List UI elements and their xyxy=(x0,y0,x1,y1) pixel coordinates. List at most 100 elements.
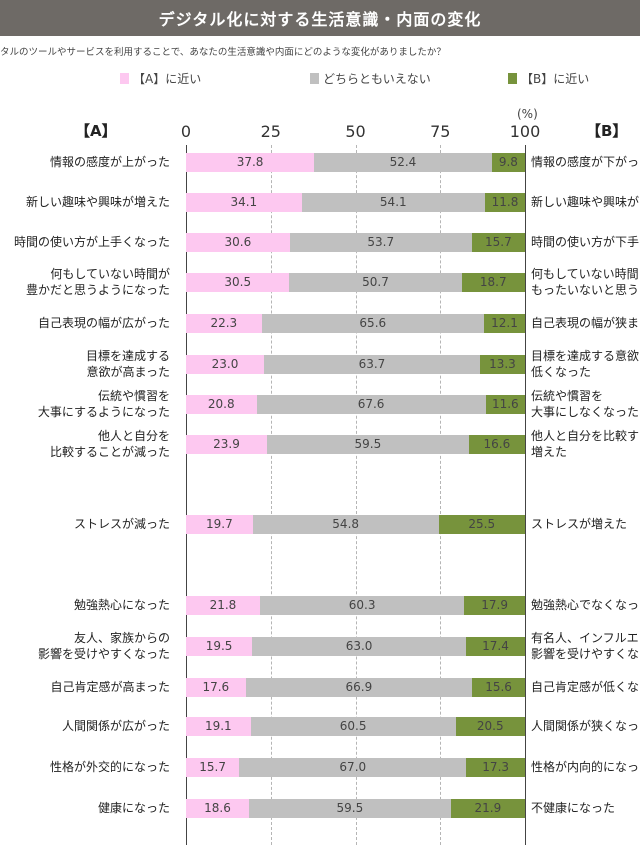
bar-segment-b: 15.6 xyxy=(472,677,525,697)
data-label: 11.6 xyxy=(491,397,519,411)
header-b: 【B】 xyxy=(586,122,628,140)
data-label: 30.5 xyxy=(224,275,252,289)
bar-segment-a: 17.6 xyxy=(186,677,246,697)
legend-swatch-a xyxy=(120,73,129,84)
row-label-a: 何もしていない時間が 豊かだと思うようになった xyxy=(25,267,170,297)
bar-segment-b: 12.1 xyxy=(483,313,525,333)
x-tick-label: 100 xyxy=(509,122,541,141)
data-label: 18.7 xyxy=(479,275,507,289)
row-label-b: 他人と自分を比較す 増えた xyxy=(531,429,640,459)
data-label: 15.7 xyxy=(485,235,512,249)
row-label-b: ストレスが増えた xyxy=(531,517,628,531)
bar-segment-b: 16.6 xyxy=(468,434,525,454)
data-label: 30.6 xyxy=(224,235,252,249)
bar-segment-a: 23.0 xyxy=(186,354,264,374)
bar-segment-a: 19.1 xyxy=(186,716,251,736)
bar-segment-b: 15.7 xyxy=(471,232,525,252)
data-label: 60.5 xyxy=(339,719,367,733)
bar-segment-b: 21.9 xyxy=(450,798,525,818)
row-label-b: 有名人、インフルエ 影響を受けやすくな xyxy=(531,631,640,661)
bar-segment-neutral: 52.4 xyxy=(314,152,492,172)
x-tick-label: 50 xyxy=(345,122,366,141)
data-label: 17.4 xyxy=(482,639,509,653)
bar-segment-neutral: 65.6 xyxy=(261,313,484,333)
bar-segment-b: 17.4 xyxy=(465,636,525,656)
row-label-a: 目標を達成する 意欲が高まった xyxy=(85,349,170,379)
data-label: 63.0 xyxy=(345,639,373,653)
data-label: 16.6 xyxy=(483,437,511,451)
bar-segment-neutral: 67.0 xyxy=(239,757,467,777)
data-label: 9.8 xyxy=(498,155,518,169)
data-label: 18.6 xyxy=(204,801,231,815)
data-label: 21.8 xyxy=(209,598,237,612)
data-label: 23.0 xyxy=(211,357,239,371)
bar-segment-neutral: 54.8 xyxy=(252,514,439,534)
data-label: 19.7 xyxy=(206,517,233,531)
bar-segment-b: 9.8 xyxy=(491,152,525,172)
bar-segment-a: 30.5 xyxy=(186,272,290,292)
legend-label-neutral: どちらともいえない xyxy=(323,72,431,86)
row-label-a: 他人と自分を 比較することが減った xyxy=(49,429,170,459)
row-label-a: 人間関係が広がった xyxy=(61,719,170,733)
data-label: 19.1 xyxy=(204,719,232,733)
bar-segment-a: 15.7 xyxy=(186,757,240,777)
data-label: 54.1 xyxy=(379,195,407,209)
row-label-a: 時間の使い方が上手くなった xyxy=(13,235,170,249)
bar-segment-a: 30.6 xyxy=(186,232,290,252)
gridline xyxy=(355,145,357,845)
row-label-b: 性格が内向的になっ xyxy=(531,760,640,774)
bar-segment-b: 25.5 xyxy=(438,514,525,534)
row-label-b: 新しい趣味や興味が xyxy=(531,195,640,209)
legend-item-neutral: どちらともいえない xyxy=(310,70,431,87)
row-label-a: 勉強熱心になった xyxy=(73,598,170,612)
data-label: 15.7 xyxy=(199,760,226,774)
survey-question: タルのツールやサービスを利用することで、あなたの生活意識や内面にどのような変化が… xyxy=(0,47,446,58)
x-tick-label: 75 xyxy=(430,122,451,141)
data-label: 12.1 xyxy=(491,316,518,330)
data-label: 53.7 xyxy=(367,235,395,249)
legend-swatch-neutral xyxy=(310,73,319,84)
bar-segment-neutral: 53.7 xyxy=(289,232,472,252)
row-label-b: 時間の使い方が下手 xyxy=(531,235,640,249)
bar-segment-a: 19.5 xyxy=(186,636,253,656)
bar-segment-a: 34.1 xyxy=(186,192,302,212)
bar-segment-neutral: 50.7 xyxy=(289,272,462,292)
row-label-b: 勉強熱心でなくなっ xyxy=(531,598,640,612)
data-label: 67.0 xyxy=(339,760,367,774)
data-label: 50.7 xyxy=(362,275,389,289)
bar-segment-a: 23.9 xyxy=(186,434,268,454)
bar-segment-b: 11.6 xyxy=(485,394,525,414)
bar-segment-a: 37.8 xyxy=(186,152,315,172)
row-label-a: 健康になった xyxy=(97,801,170,815)
x-tick-label: 25 xyxy=(260,122,281,141)
data-label: 54.8 xyxy=(332,517,360,531)
bar-segment-b: 17.9 xyxy=(464,595,525,615)
bar-segment-neutral: 59.5 xyxy=(249,798,451,818)
row-label-b: 自己表現の幅が狭ま xyxy=(531,316,640,330)
row-label-b: 何もしていない時間 もったいないと思う xyxy=(531,267,640,297)
bar-segment-neutral: 60.3 xyxy=(259,595,465,615)
data-label: 63.7 xyxy=(358,357,386,371)
gridline xyxy=(440,145,442,845)
row-label-a: 友人、家族からの 影響を受けやすくなった xyxy=(37,631,170,661)
row-label-b: 伝統や慣習を 大事にしなくなった xyxy=(531,389,640,419)
header-a: 【A】 xyxy=(75,122,117,140)
bar-segment-neutral: 54.1 xyxy=(301,192,485,212)
row-label-a: 新しい趣味や興味が増えた xyxy=(25,195,170,209)
data-label: 60.3 xyxy=(348,598,376,612)
legend-item-a: 【A】に近い xyxy=(120,70,201,87)
bar-segment-neutral: 63.0 xyxy=(252,636,466,656)
data-label: 17.3 xyxy=(482,760,510,774)
x-tick-label: 0 xyxy=(180,122,192,141)
bar-segment-a: 19.7 xyxy=(186,514,253,534)
row-label-a: 自己肯定感が高まった xyxy=(50,680,170,694)
data-label: 20.8 xyxy=(207,397,235,411)
data-label: 15.6 xyxy=(485,680,512,694)
legend-label-a: 【A】に近い xyxy=(133,72,202,86)
row-label-b: 人間関係が狭くなっ xyxy=(531,719,640,733)
legend-label-b: 【B】に近い xyxy=(521,72,590,86)
bar-segment-a: 18.6 xyxy=(186,798,250,818)
data-label: 25.5 xyxy=(468,517,496,531)
bar-segment-a: 22.3 xyxy=(186,313,262,333)
bar-segment-b: 11.8 xyxy=(484,192,525,212)
